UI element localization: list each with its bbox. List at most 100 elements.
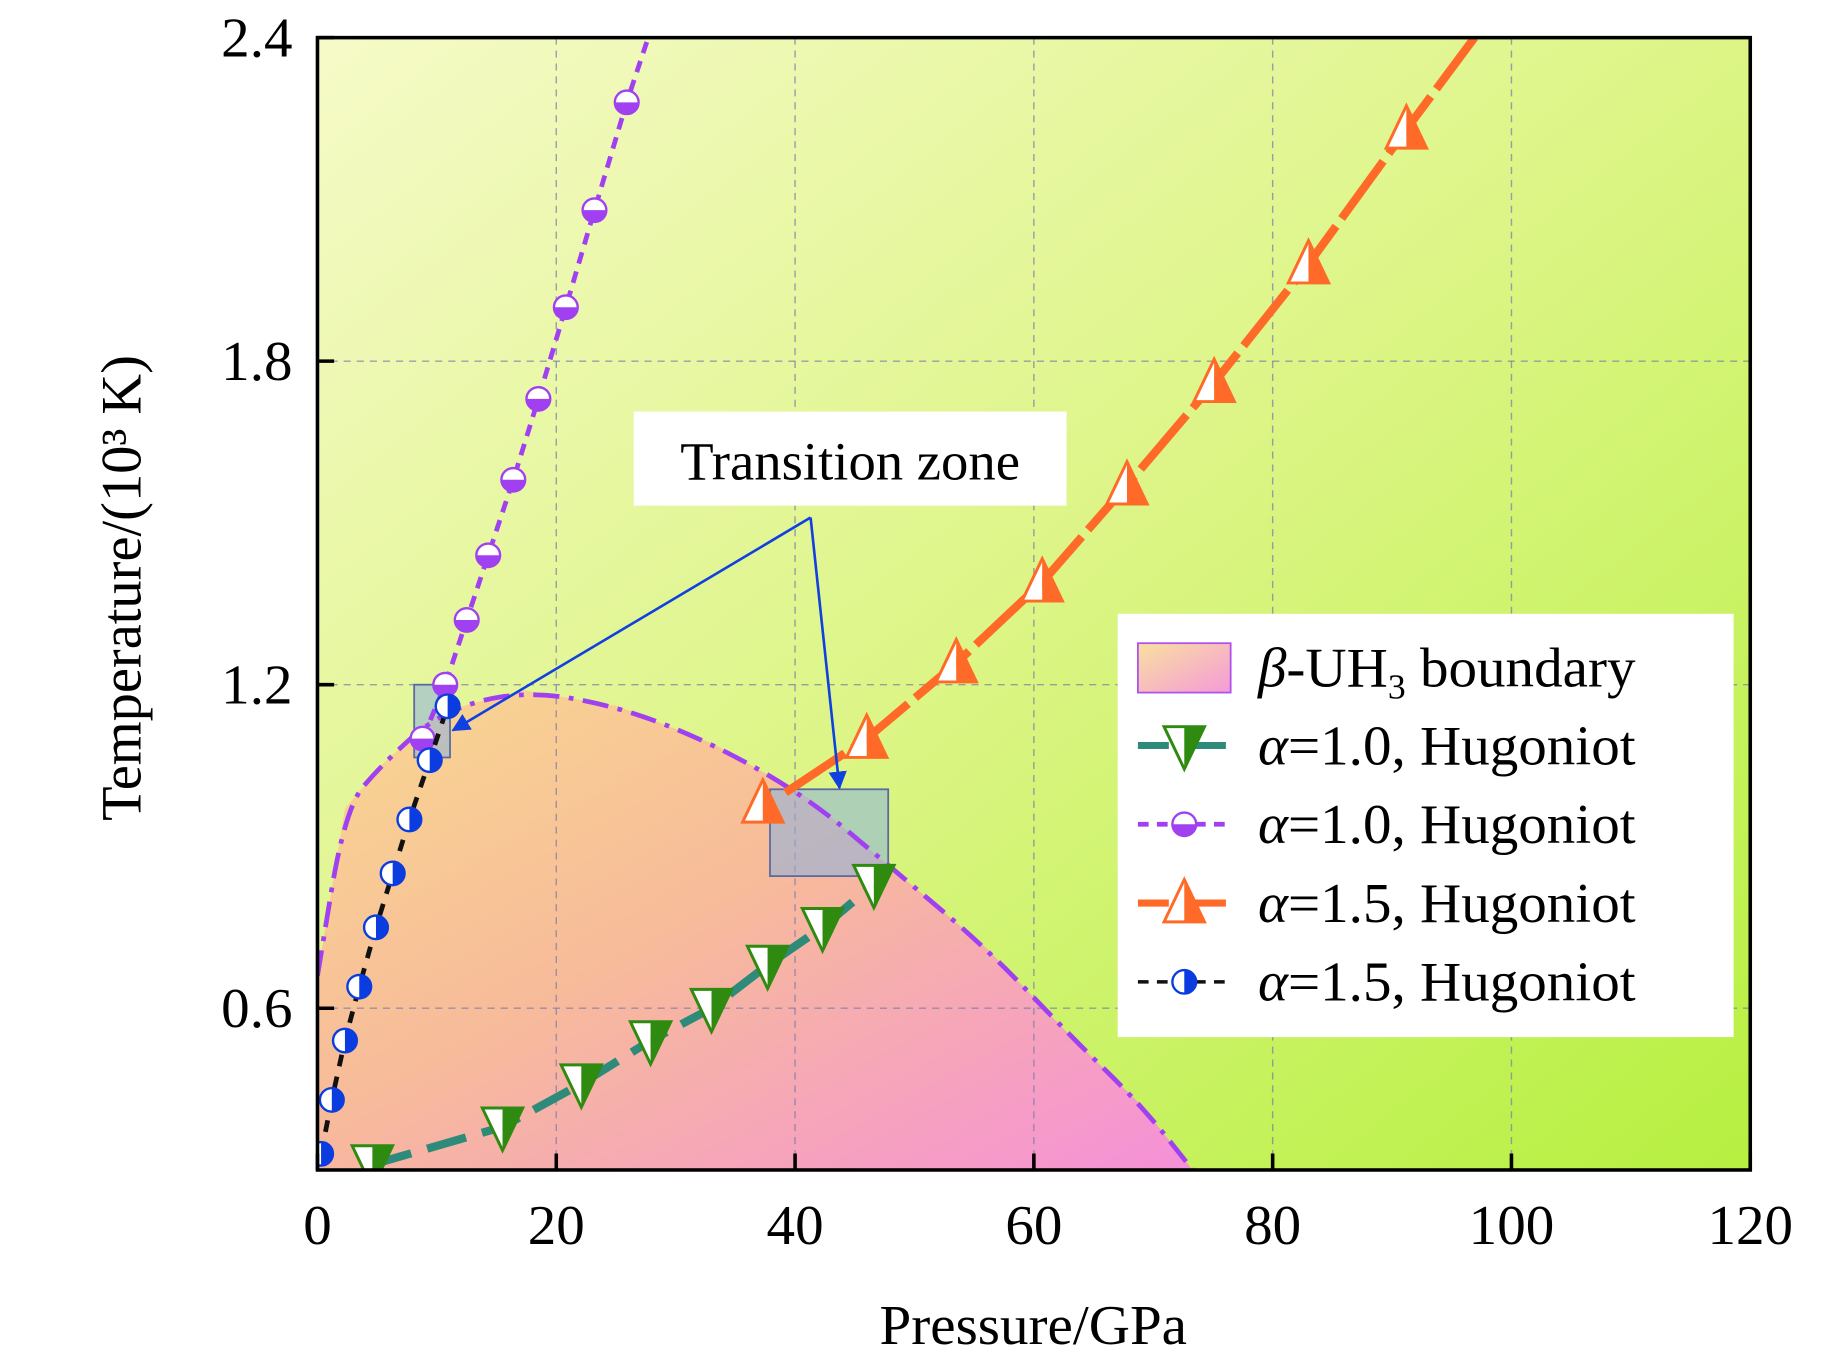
- marker-half-white: [352, 1145, 373, 1170]
- marker-outline: [1191, 355, 1237, 404]
- marker-outline: [688, 987, 735, 1036]
- marker-outline: [1161, 876, 1207, 924]
- x-axis-title: Pressure/GPa: [880, 1294, 1187, 1357]
- annotation-arrow: [809, 517, 847, 790]
- legend-subscript: 3: [1388, 667, 1406, 707]
- triangle-down-marker: [558, 1063, 604, 1111]
- x-tick-label: 120: [1707, 1194, 1793, 1257]
- legend-swatch-boundary: [1137, 642, 1232, 694]
- marker-outline: [844, 711, 890, 759]
- marker-outline: [740, 776, 786, 824]
- triangle-up-marker: [1019, 555, 1065, 603]
- marker-half-filled: [392, 861, 405, 886]
- legend-label: α=1.0, Hugoniot: [1258, 793, 1636, 856]
- y-tick-label: 1.2: [221, 654, 292, 717]
- annotation-box: [633, 411, 1067, 506]
- marker-outline: [479, 1106, 526, 1154]
- circle-marker: [552, 294, 579, 321]
- beta-uh3-region: [317, 690, 1193, 1170]
- annotation-arrow: [451, 516, 812, 732]
- legend-symbol: β: [1257, 637, 1287, 700]
- legend-text: =1.0, Hugoniot: [1288, 793, 1636, 856]
- marker-half-filled: [553, 307, 578, 319]
- circle-marker: [317, 1140, 335, 1167]
- legend-text-rest: boundary: [1406, 637, 1636, 700]
- x-tick-label: 100: [1469, 1194, 1555, 1257]
- legend-text: -UH: [1286, 637, 1387, 700]
- legend-text: =1.5, Hugoniot: [1288, 872, 1636, 935]
- circle-marker: [346, 973, 373, 1000]
- circle-marker: [331, 1027, 359, 1054]
- marker-half-filled: [359, 974, 372, 999]
- triangle-up-marker: [933, 636, 979, 684]
- triangle-up-marker: [1285, 237, 1332, 285]
- circle-marker: [581, 197, 608, 224]
- x-tick-label: 0: [303, 1194, 332, 1257]
- triangle-down-marker: [851, 863, 897, 912]
- marker-outline: [799, 907, 846, 955]
- triangle-up-marker: [844, 711, 890, 759]
- marker-half-filled: [447, 694, 460, 719]
- marker-outline: [1019, 555, 1065, 603]
- marker-half-filled: [331, 1088, 344, 1112]
- y-tick-label: 1.8: [221, 330, 292, 393]
- circle-marker: [318, 1086, 345, 1113]
- marker-half-filled: [614, 102, 639, 115]
- x-tick-label: 80: [1244, 1194, 1301, 1257]
- circle-marker: [1171, 968, 1198, 995]
- circle-marker: [432, 671, 459, 698]
- circle-marker: [613, 89, 640, 116]
- triangle-down-marker: [799, 907, 846, 955]
- marker-half-filled: [321, 1142, 333, 1166]
- triangle-down-marker: [479, 1106, 526, 1154]
- marker-outline: [1383, 102, 1429, 150]
- marker-half-filled: [476, 555, 501, 568]
- marker-half-filled: [582, 210, 607, 222]
- legend-text: =1.0, Hugoniot: [1288, 715, 1636, 778]
- triangle-down-marker: [1161, 725, 1207, 773]
- x-tick-label: 40: [767, 1194, 824, 1257]
- legend-symbol: α: [1258, 872, 1289, 935]
- y-tick-label: 0.6: [221, 977, 292, 1040]
- triangle-down-marker: [745, 944, 791, 993]
- marker-outline: [628, 1020, 674, 1068]
- x-tick-label: 20: [528, 1194, 585, 1257]
- triangle-up-marker: [740, 776, 786, 824]
- marker-half-filled: [433, 684, 458, 697]
- legend-label: α=1.0, Hugoniot: [1258, 715, 1636, 778]
- legend-text: =1.5, Hugoniot: [1288, 951, 1636, 1014]
- annotation-transition-zone: Transition zone: [680, 432, 1020, 492]
- marker-half-filled: [526, 398, 551, 411]
- marker-outline: [933, 636, 979, 684]
- marker-outline: [349, 1144, 395, 1170]
- triangle-up-marker: [1104, 458, 1150, 506]
- x-tick-label: 60: [1005, 1194, 1062, 1257]
- triangle-down-marker: [688, 987, 735, 1036]
- y-axis-title: Temperature/(10³ K): [90, 355, 153, 821]
- marker-half-filled: [372, 1145, 393, 1170]
- legend-label: β-UH3 boundary: [1257, 637, 1636, 706]
- circle-marker: [500, 466, 527, 493]
- circle-marker: [453, 607, 480, 633]
- circle-marker: [396, 806, 423, 833]
- circle-marker: [1171, 811, 1198, 838]
- marker-outline: [1104, 458, 1150, 506]
- legend-symbol: α: [1258, 951, 1289, 1014]
- marker-outline: [1285, 237, 1332, 285]
- marker-half-filled: [409, 807, 422, 832]
- y-tick-label: 2.4: [221, 7, 292, 70]
- legend-label: α=1.5, Hugoniot: [1258, 951, 1636, 1014]
- legend-symbol: α: [1258, 793, 1289, 856]
- triangle-down-marker: [628, 1020, 674, 1068]
- marker-half-filled: [1184, 970, 1197, 994]
- marker-outline: [851, 863, 897, 912]
- circle-marker: [525, 385, 552, 412]
- marker-half-filled: [344, 1028, 357, 1053]
- circle-marker: [409, 725, 436, 752]
- circle-marker: [362, 914, 390, 941]
- marker-half-filled: [429, 748, 442, 772]
- marker-outline: [745, 944, 791, 993]
- marker-outline: [1161, 725, 1207, 773]
